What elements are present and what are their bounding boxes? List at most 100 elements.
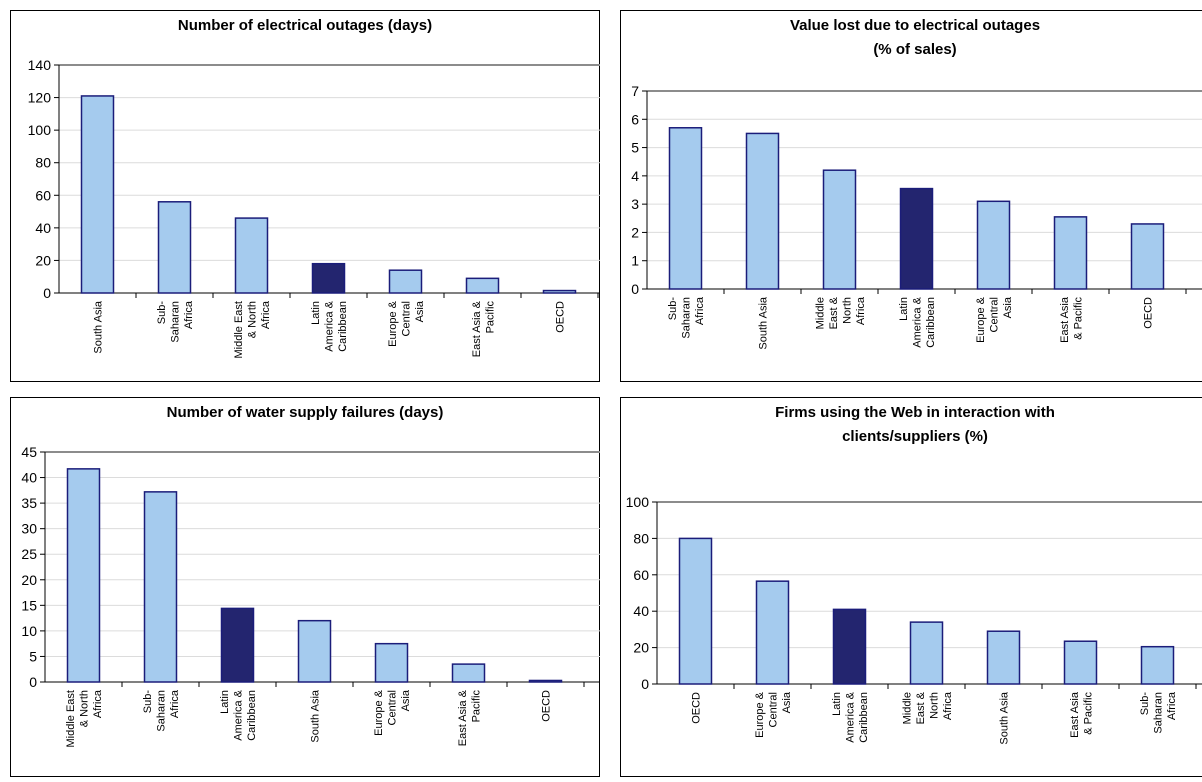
x-tick-label-line: Saharan <box>1153 692 1165 734</box>
y-tick-label: 60 <box>35 187 51 203</box>
x-tick-label-line: & Pacific <box>1082 692 1094 735</box>
x-tick-label-line: OECD <box>1143 297 1155 329</box>
x-tick-label: OECD <box>691 692 703 724</box>
x-tick-label-line: OECD <box>555 301 567 333</box>
chart-title: Number of electrical outages (days) <box>178 17 432 34</box>
y-tick-label: 5 <box>29 648 37 664</box>
y-tick-label: 100 <box>28 122 52 138</box>
y-tick-label: 0 <box>641 676 649 692</box>
x-tick-label-line: Middle <box>901 692 913 724</box>
x-tick-label-line: Saharan <box>681 297 693 339</box>
x-tick-label-line: Middle East <box>233 301 245 358</box>
chart-title: Firms using the Web in interaction with <box>775 404 1055 421</box>
y-tick-label: 30 <box>21 521 37 537</box>
chart-title: Value lost due to electrical outages <box>790 17 1040 34</box>
x-tick-label-line: Middle <box>814 297 826 329</box>
bar <box>670 128 702 289</box>
x-tick-label: East Asia& Pacific <box>1059 296 1085 343</box>
bar <box>82 96 114 293</box>
y-tick-label: 1 <box>631 253 639 269</box>
bar <box>757 581 789 684</box>
x-tick-label-line: Europe & <box>373 689 385 736</box>
y-tick-label: 140 <box>28 57 52 73</box>
x-tick-label-line: Latin <box>898 297 910 321</box>
x-tick-label-line: Asia <box>400 689 412 711</box>
x-tick-label-line: South Asia <box>758 296 770 349</box>
y-tick-label: 35 <box>21 495 37 511</box>
y-tick-label: 10 <box>21 623 37 639</box>
x-tick-label-line: Asia <box>1002 296 1014 318</box>
y-tick-label: 6 <box>631 111 639 127</box>
x-tick-label-line: Caribbean <box>925 297 937 348</box>
x-tick-label-line: OECD <box>541 690 553 722</box>
y-tick-label: 0 <box>29 674 37 690</box>
y-tick-label: 20 <box>35 252 51 268</box>
y-tick-label: 15 <box>21 597 37 613</box>
x-tick-label-line: Pacific <box>484 301 496 334</box>
x-tick-label: South Asia <box>758 296 770 349</box>
x-tick-label-line: East Asia <box>1069 691 1081 738</box>
bar <box>747 133 779 289</box>
x-tick-label-line: North <box>928 692 940 719</box>
chart-panel-value-lost: Value lost due to electrical outages (% o… <box>620 10 1202 382</box>
y-tick-label: 60 <box>633 567 649 583</box>
x-tick-label-line: America & <box>233 689 245 740</box>
chart-title: clients/suppliers (%) <box>842 428 988 445</box>
y-tick-label: 7 <box>631 83 639 99</box>
bar <box>988 631 1020 684</box>
chart-svg: Number of water supply failures (days)05… <box>10 397 600 777</box>
bar <box>978 201 1010 289</box>
chart-title: (% of sales) <box>873 41 956 58</box>
bar <box>236 218 268 293</box>
x-tick-label-line: East Asia & <box>457 689 469 746</box>
bar <box>1065 641 1097 684</box>
bar <box>1132 224 1164 289</box>
bar <box>1055 217 1087 289</box>
y-tick-label: 0 <box>631 281 639 297</box>
bar <box>1142 647 1174 684</box>
x-tick-label-line: South Asia <box>310 689 322 742</box>
x-tick-label-line: South Asia <box>93 300 105 353</box>
bar <box>680 538 712 684</box>
x-tick-label: South Asia <box>310 689 322 742</box>
y-tick-label: 120 <box>28 90 52 106</box>
x-tick-label-line: Central <box>387 690 399 725</box>
y-tick-label: 80 <box>35 155 51 171</box>
x-tick-label-line: Sub- <box>142 690 154 714</box>
y-tick-label: 25 <box>21 546 37 562</box>
x-tick-label-line: Latin <box>310 301 322 325</box>
bar <box>824 170 856 289</box>
x-tick-label-line: East & <box>915 691 927 724</box>
x-tick-label-line: Africa <box>1166 691 1178 720</box>
y-tick-label: 2 <box>631 224 639 240</box>
x-tick-label-line: Caribbean <box>246 690 258 741</box>
bar <box>145 492 177 682</box>
x-tick-label: OECD <box>541 690 553 722</box>
x-tick-label: OECD <box>1143 297 1155 329</box>
bar <box>222 608 254 682</box>
bar <box>834 609 866 684</box>
bar <box>159 202 191 293</box>
bar <box>467 278 499 293</box>
x-tick-label-line: Africa <box>694 296 706 325</box>
x-tick-label-line: Europe & <box>754 691 766 738</box>
x-tick-label-line: South Asia <box>999 691 1011 744</box>
x-tick-label-line: Africa <box>183 300 195 329</box>
x-tick-label-line: Caribbean <box>858 692 870 743</box>
x-tick-label-line: Asia <box>781 691 793 713</box>
bar <box>544 291 576 293</box>
x-tick-label-line: Latin <box>831 692 843 716</box>
x-tick-label-line: Latin <box>219 690 231 714</box>
y-tick-label: 80 <box>633 530 649 546</box>
bar <box>313 264 345 293</box>
bar <box>299 621 331 682</box>
y-tick-label: 5 <box>631 140 639 156</box>
chart-svg: Number of electrical outages (days)02040… <box>10 10 600 382</box>
x-tick-label: OECD <box>555 301 567 333</box>
bar <box>68 469 100 682</box>
x-tick-label-line: East Asia & <box>471 300 483 357</box>
